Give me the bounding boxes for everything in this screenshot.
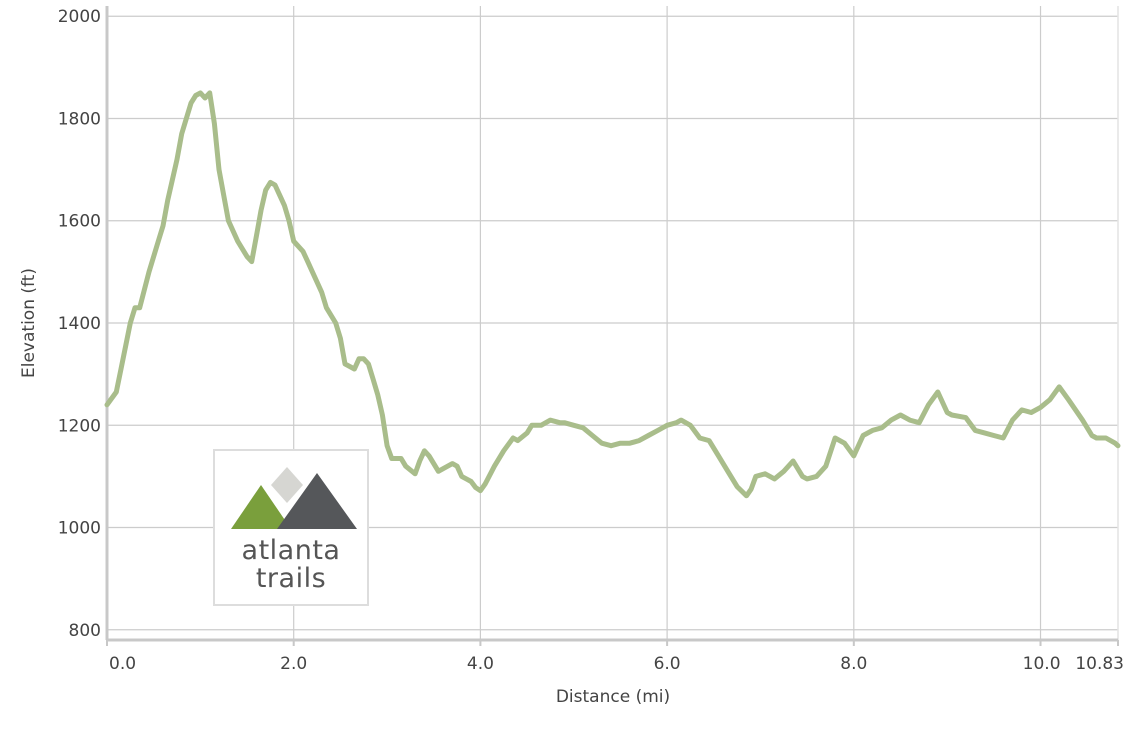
y-tick-label: 1600 xyxy=(58,212,101,232)
y-axis-title: Elevation (ft) xyxy=(19,268,39,378)
x-tick-label: 10.0 xyxy=(1023,654,1061,674)
logo-green-peak xyxy=(231,485,291,529)
watermark-line1: atlanta xyxy=(241,535,341,566)
x-tick-label: 0.0 xyxy=(109,654,136,674)
axis-layer xyxy=(105,6,1119,646)
logo-dark-peak xyxy=(277,473,357,529)
y-tick-label: 1200 xyxy=(58,416,101,436)
y-tick-label: 800 xyxy=(69,621,101,641)
series-layer xyxy=(104,90,1121,499)
x-tick-label: 6.0 xyxy=(654,654,681,674)
y-tick-label: 1000 xyxy=(58,519,101,539)
logo-light-peak xyxy=(271,467,303,503)
x-tick-label: 4.0 xyxy=(467,654,494,674)
y-tick-label: 1400 xyxy=(58,314,101,334)
x-tick-label: 10.83 xyxy=(1075,654,1124,674)
x-tick-label: 8.0 xyxy=(840,654,867,674)
y-tick-label: 2000 xyxy=(58,7,101,27)
y-tick-label: 1800 xyxy=(58,109,101,129)
mountain-logo-icon xyxy=(231,467,357,529)
elevation-series-line xyxy=(104,90,1121,499)
atlanta-trails-watermark: atlanta trails xyxy=(213,449,369,606)
x-tick-label: 2.0 xyxy=(280,654,307,674)
watermark-line2: trails xyxy=(255,563,327,594)
label-layer: 800 1000 1200 1400 1600 1800 2000 0.0 2.0 4.0 6.0 8… xyxy=(58,7,1124,674)
x-axis-title: Distance (mi) xyxy=(556,687,670,707)
